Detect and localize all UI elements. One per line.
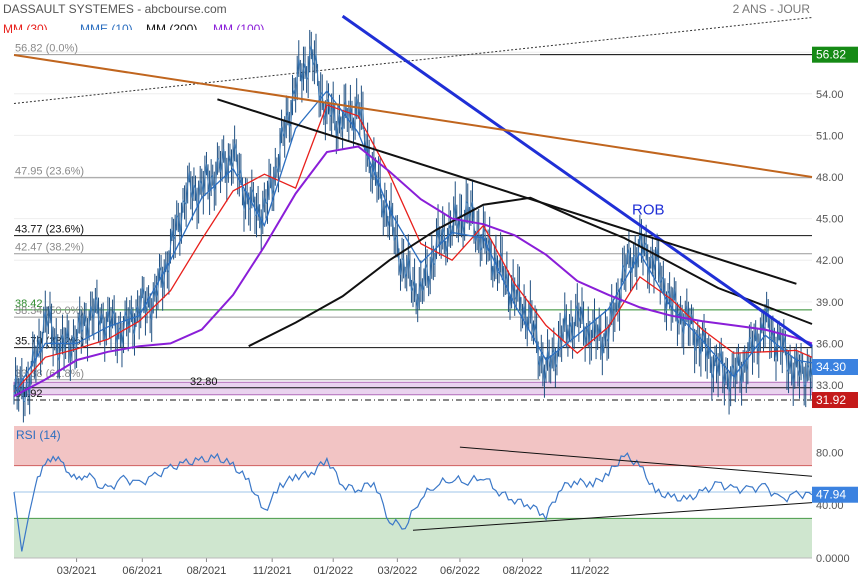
x-tick-label: 03/2021 bbox=[57, 565, 97, 577]
rsi-oversold-zone bbox=[14, 518, 812, 558]
price-tag-low_tag bbox=[812, 392, 858, 409]
rsi-trendline bbox=[412, 502, 813, 531]
level-label: 43.77 (23.6%) bbox=[15, 224, 84, 236]
rsi-y-tick-label: 80.00 bbox=[816, 447, 844, 459]
level-label: 38.42 bbox=[15, 298, 43, 310]
level-label: 32.80 bbox=[190, 376, 218, 388]
x-tick-label: 08/2021 bbox=[187, 565, 227, 577]
price-plot-area bbox=[14, 30, 812, 410]
rsi-tag bbox=[812, 486, 858, 503]
price-tag-label: 34.30 bbox=[816, 360, 846, 374]
rsi-panel: 0.0000 40.00 80.00 RSI (14) 47.94 bbox=[13, 426, 858, 565]
trendline-mm200 bbox=[217, 98, 797, 285]
level-label: 33.38 (61.8%) bbox=[15, 368, 84, 380]
chart-period: 2 ANS - JOUR bbox=[732, 2, 810, 16]
level-label: 56.82 (0.0%) bbox=[15, 43, 78, 55]
price-y-tick-label: 45.00 bbox=[816, 214, 844, 226]
x-tick-label: 08/2022 bbox=[503, 565, 543, 577]
level-label: 47.95 (23.6%) bbox=[15, 166, 84, 178]
rsi-trendline bbox=[459, 446, 813, 477]
level-label: 42.47 (38.2%) bbox=[15, 242, 84, 254]
price-y-tick-label: 51.00 bbox=[816, 130, 844, 142]
price-line bbox=[13, 45, 813, 403]
x-tick-label: 11/2022 bbox=[570, 565, 609, 577]
x-axis: 03/2021 06/2021 08/2021 11/2021 01/2022 03/20… bbox=[14, 557, 812, 577]
rsi-y-tick-label: 0.0000 bbox=[816, 553, 850, 565]
price-y-tick-label: 42.00 bbox=[816, 255, 844, 267]
x-tick-label: 03/2022 bbox=[377, 565, 417, 577]
x-tick-label: 11/2021 bbox=[253, 565, 292, 577]
price-y-tick-label: 48.00 bbox=[816, 172, 844, 184]
trendline-trend_orange bbox=[13, 54, 813, 178]
rob-annotation: ROB bbox=[632, 201, 665, 218]
support-zone bbox=[13, 381, 813, 396]
price-y-tick-label: 39.00 bbox=[816, 297, 844, 309]
price-tag-last_price_tag bbox=[812, 359, 858, 376]
trendline-trend_blue bbox=[341, 14, 813, 348]
chart-title: DASSAULT SYSTEMES - abcbourse.com bbox=[3, 2, 227, 16]
series-line-mm100 bbox=[13, 145, 813, 397]
x-tick-label: 06/2022 bbox=[440, 565, 480, 577]
dotted-channel-line bbox=[13, 17, 813, 104]
rsi-line bbox=[13, 452, 813, 552]
x-tick-label: 06/2021 bbox=[122, 565, 162, 577]
x-tick-label: 01/2022 bbox=[313, 565, 353, 577]
price-tag-high_tag bbox=[812, 46, 858, 63]
rsi-overbought-zone bbox=[14, 426, 812, 466]
price-panel: 33.00 36.00 39.00 42.00 45.00 48.00 51.00 54.00… bbox=[13, 14, 858, 423]
rsi-title: RSI (14) bbox=[16, 428, 61, 442]
rsi-tag-label: 47.94 bbox=[816, 488, 846, 502]
rsi-y-tick-label: 40.00 bbox=[816, 500, 844, 512]
price-tag-label: 56.82 bbox=[816, 48, 846, 62]
series-line-mme10 bbox=[13, 89, 813, 394]
price-y-tick-label: 54.00 bbox=[816, 89, 844, 101]
price-y-tick-label: 33.00 bbox=[816, 380, 844, 392]
price-y-tick-label: 36.00 bbox=[816, 338, 844, 350]
series-line-mm200 bbox=[248, 196, 813, 348]
price-tag-label: 31.92 bbox=[816, 393, 846, 407]
